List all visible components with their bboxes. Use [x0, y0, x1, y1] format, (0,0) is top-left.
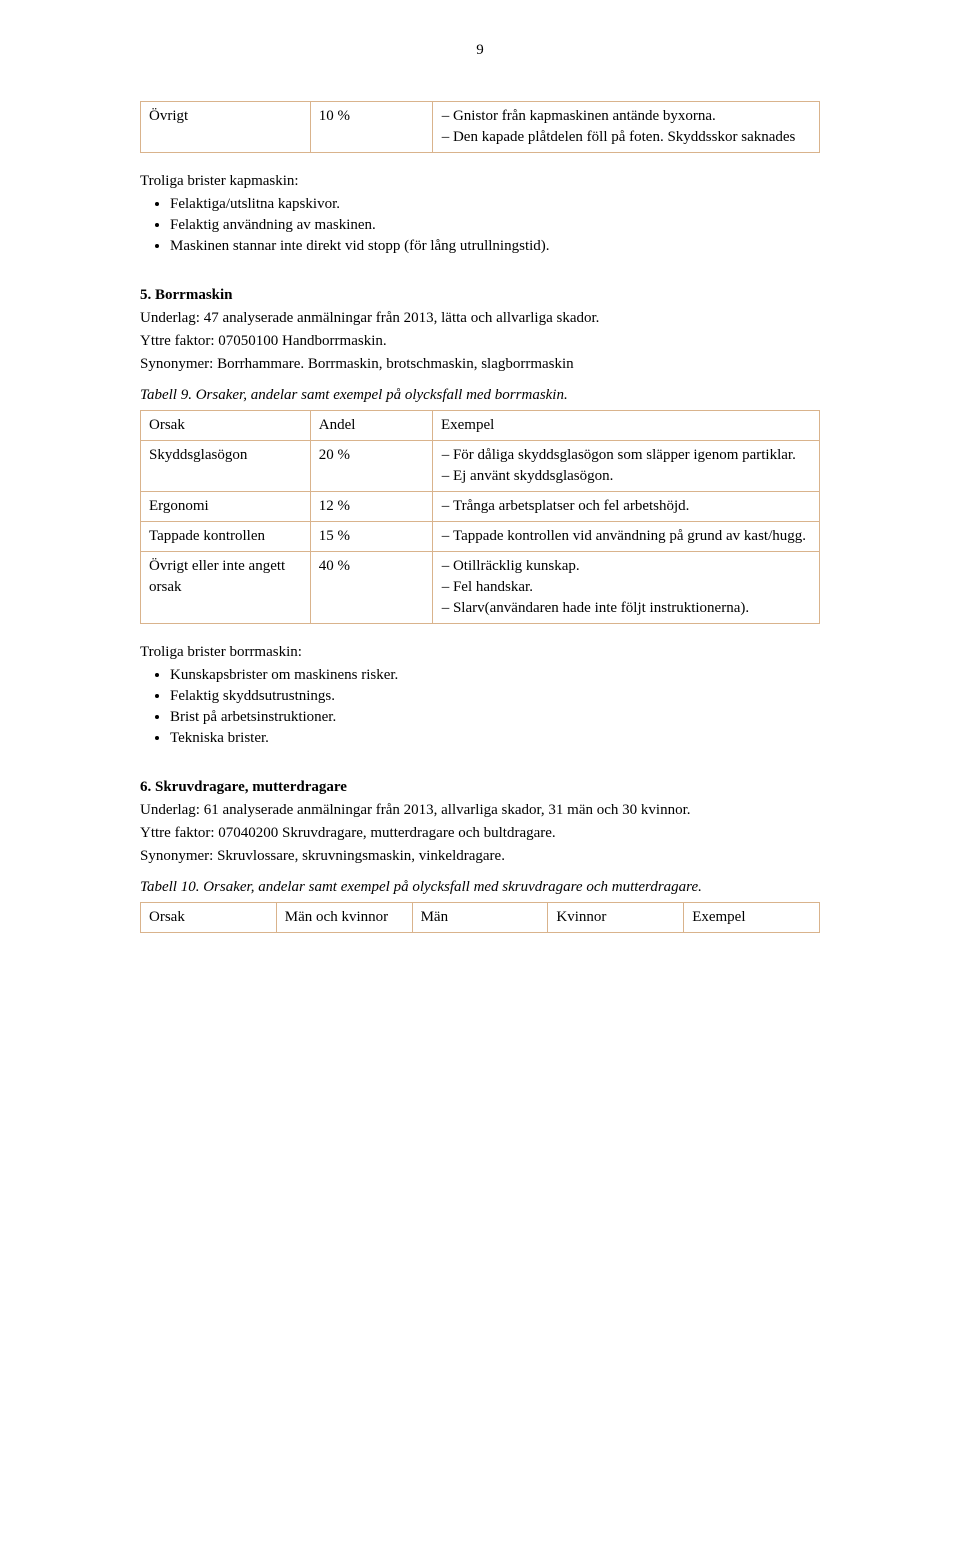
table-row: Övrigt 10 % Gnistor från kapmaskinen ant…: [141, 102, 820, 153]
cell-andel: 15 %: [310, 522, 432, 552]
list-item: Otillräcklig kunskap.: [453, 556, 811, 577]
table-header-row: Orsak Andel Exempel: [141, 411, 820, 441]
list-item: Slarv(användaren hade inte följt instruk…: [453, 598, 811, 619]
list-item: Felaktig användning av maskinen.: [170, 215, 820, 236]
paragraph: Synonymer: Borrhammare. Borrmaskin, brot…: [140, 354, 820, 375]
cell-orsak: Skyddsglasögon: [141, 441, 311, 492]
bullet-list: Kunskapsbrister om maskinens risker. Fel…: [140, 665, 820, 749]
table-row: Övrigt eller inte angett orsak 40 % Otil…: [141, 552, 820, 624]
list-item: Kunskapsbrister om maskinens risker.: [170, 665, 820, 686]
paragraph-heading: Troliga brister kapmaskin:: [140, 171, 820, 192]
table-header-row: Orsak Män och kvinnor Män Kvinnor Exempe…: [141, 903, 820, 933]
cell-orsak: Övrigt eller inte angett orsak: [141, 552, 311, 624]
header-cell: Orsak: [141, 903, 277, 933]
bullet-list: Felaktiga/utslitna kapskivor. Felaktig a…: [140, 194, 820, 257]
list-item: Felaktiga/utslitna kapskivor.: [170, 194, 820, 215]
paragraph: Underlag: 47 analyserade anmälningar frå…: [140, 308, 820, 329]
cell-andel: 10 %: [310, 102, 432, 153]
table-row: Ergonomi 12 % Trånga arbetsplatser och f…: [141, 492, 820, 522]
cell-list: Tappade kontrollen vid användning på gru…: [441, 526, 811, 547]
list-item: Den kapade plåtdelen föll på foten. Skyd…: [453, 127, 811, 148]
table-row: Skyddsglasögon 20 % För dåliga skyddsgla…: [141, 441, 820, 492]
cell-orsak: Övrigt: [141, 102, 311, 153]
header-cell: Andel: [310, 411, 432, 441]
section-title: 6. Skruvdragare, mutterdragare: [140, 777, 820, 798]
table-9: Orsak Andel Exempel Skyddsglasögon 20 % …: [140, 410, 820, 624]
paragraph: Yttre faktor: 07040200 Skruvdragare, mut…: [140, 823, 820, 844]
list-item: Gnistor från kapmaskinen antände byxorna…: [453, 106, 811, 127]
list-item: Trånga arbetsplatser och fel arbetshöjd.: [453, 496, 811, 517]
page: 9 Övrigt 10 % Gnistor från kapmaskinen a…: [70, 0, 890, 1011]
paragraph-heading: Troliga brister borrmaskin:: [140, 642, 820, 663]
cell-orsak: Ergonomi: [141, 492, 311, 522]
section-title: 5. Borrmaskin: [140, 285, 820, 306]
list-item: Maskinen stannar inte direkt vid stopp (…: [170, 236, 820, 257]
cell-list: Otillräcklig kunskap. Fel handskar. Slar…: [441, 556, 811, 619]
cell-exempel: Tappade kontrollen vid användning på gru…: [432, 522, 819, 552]
list-item: Brist på arbetsinstruktioner.: [170, 707, 820, 728]
table-caption: Tabell 9. Orsaker, andelar samt exempel …: [140, 385, 820, 406]
table-row: Tappade kontrollen 15 % Tappade kontroll…: [141, 522, 820, 552]
table-10: Orsak Män och kvinnor Män Kvinnor Exempe…: [140, 902, 820, 933]
header-cell: Exempel: [432, 411, 819, 441]
header-cell: Exempel: [684, 903, 820, 933]
paragraph: Yttre faktor: 07050100 Handborrmaskin.: [140, 331, 820, 352]
list-item: Tappade kontrollen vid användning på gru…: [453, 526, 811, 547]
table-caption: Tabell 10. Orsaker, andelar samt exempel…: [140, 877, 820, 898]
header-cell: Män: [412, 903, 548, 933]
cell-list: För dåliga skyddsglasögon som släpper ig…: [441, 445, 811, 487]
page-number: 9: [140, 40, 820, 61]
cell-andel: 20 %: [310, 441, 432, 492]
paragraph: Synonymer: Skruvlossare, skruvningsmaski…: [140, 846, 820, 867]
cell-exempel: Otillräcklig kunskap. Fel handskar. Slar…: [432, 552, 819, 624]
header-cell: Orsak: [141, 411, 311, 441]
cell-exempel: För dåliga skyddsglasögon som släpper ig…: [432, 441, 819, 492]
cell-andel: 40 %: [310, 552, 432, 624]
list-item: Ej använt skyddsglasögon.: [453, 466, 811, 487]
list-item: Tekniska brister.: [170, 728, 820, 749]
header-cell: Kvinnor: [548, 903, 684, 933]
list-item: För dåliga skyddsglasögon som släpper ig…: [453, 445, 811, 466]
cell-exempel: Gnistor från kapmaskinen antände byxorna…: [432, 102, 819, 153]
paragraph: Underlag: 61 analyserade anmälningar frå…: [140, 800, 820, 821]
cell-list: Gnistor från kapmaskinen antände byxorna…: [441, 106, 811, 148]
cell-andel: 12 %: [310, 492, 432, 522]
list-item: Fel handskar.: [453, 577, 811, 598]
top-table: Övrigt 10 % Gnistor från kapmaskinen ant…: [140, 101, 820, 153]
cell-orsak: Tappade kontrollen: [141, 522, 311, 552]
cell-list: Trånga arbetsplatser och fel arbetshöjd.: [441, 496, 811, 517]
list-item: Felaktig skyddsutrustnings.: [170, 686, 820, 707]
cell-exempel: Trånga arbetsplatser och fel arbetshöjd.: [432, 492, 819, 522]
header-cell: Män och kvinnor: [276, 903, 412, 933]
